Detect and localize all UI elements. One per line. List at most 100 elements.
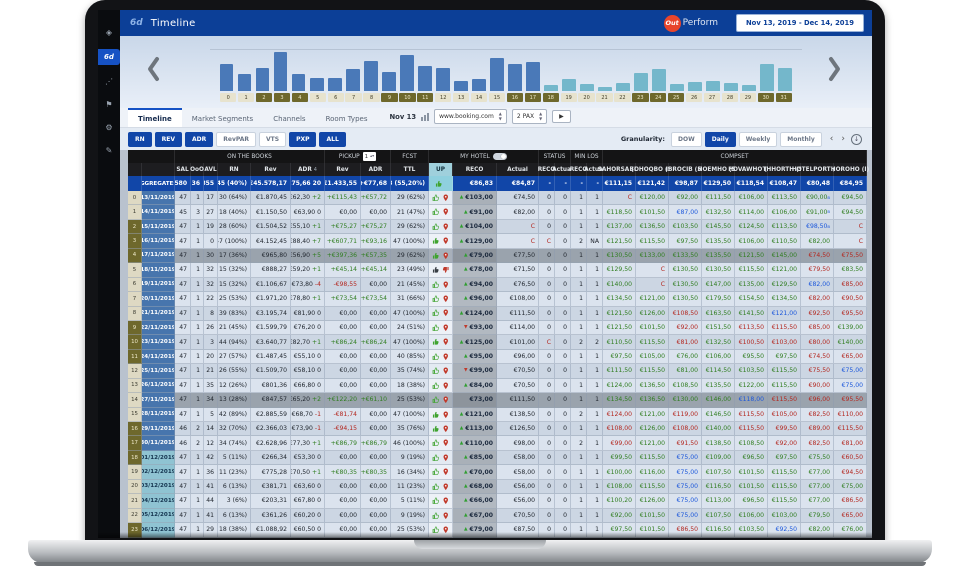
chart-bar-day-19[interactable] [562,78,576,91]
column-header-compset-sahorsa[interactable]: SAHORSA (L) [598,163,640,176]
chart-bar-day-2[interactable] [256,68,270,91]
pax-select[interactable]: 2 PAX ▲ ▼ [511,109,548,124]
column-header-ttl-8[interactable]: TTL [391,163,429,176]
chart-bar-day-15[interactable] [490,57,504,91]
row-feedback-icons[interactable] [429,263,453,278]
thumb-up-icon[interactable] [432,425,440,433]
metric-button-revpar[interactable]: RevPAR [216,131,256,147]
chart-bar-day-13[interactable] [454,81,468,91]
thumb-up-icon[interactable] [432,382,440,390]
chart-bar-day-8[interactable] [364,60,378,91]
row-feedback-icons[interactable] [429,349,453,365]
row-feedback-icons[interactable] [429,393,453,408]
table-next-icon[interactable]: › [841,133,845,144]
column-header-actual-15[interactable]: Actual [584,163,605,176]
table-row[interactable]: 6 19/11/2019 47 1 32 15 (32%) €1.106,67 €73,80-… [128,277,867,293]
pin-icon[interactable] [442,382,450,390]
column-header-up-9[interactable]: UP [429,163,453,176]
column-header-reco-10[interactable]: RECO [453,163,497,176]
pin-icon[interactable] [442,439,450,447]
tab-channels[interactable]: Channels [273,115,306,123]
chart-bar-day-14[interactable] [472,78,486,91]
granularity-button-weekly[interactable]: Weekly [738,131,778,147]
metric-button-all[interactable]: ALL [319,131,346,147]
pin-icon[interactable] [442,223,450,231]
tab-market-segments[interactable]: Market Segments [191,115,254,123]
column-header-adr-5[interactable]: ADR 4 [291,163,325,176]
thumb-up-icon[interactable] [432,338,440,346]
pin-icon[interactable] [442,281,450,289]
pin-icon[interactable] [442,324,450,332]
chart-bar-day-27[interactable] [706,80,720,91]
table-row[interactable]: 11 24/11/2019 47 1 20 27 (57%) €1.487,45 €55,10… [128,349,867,365]
gem-icon[interactable]: ◈ [105,28,113,37]
row-feedback-icons[interactable] [429,436,453,451]
column-header-compset-hovawho[interactable]: HOVAWHO (S) [728,163,774,176]
pin-icon[interactable] [442,353,450,361]
select-spinner-icon[interactable]: ▲ ▼ [539,111,543,121]
pin-icon[interactable] [442,309,450,317]
column-header-rev-6[interactable]: Rev [325,163,361,176]
granularity-button-daily[interactable]: Daily [704,131,736,147]
thumb-up-icon[interactable] [432,266,440,274]
column-header-compset-hoemho[interactable]: HOEMHO (S) [698,163,738,176]
pin-icon[interactable] [442,338,450,346]
chart-bar-day-28[interactable] [724,83,738,91]
date-range-picker[interactable]: Nov 13, 2019 - Dec 14, 2019 [735,14,864,32]
row-feedback-icons[interactable] [429,364,453,379]
table-row[interactable]: 12 25/11/2019 47 1 21 26 (55%) €1.509,70 €58,10… [128,364,867,379]
thumb-up-icon[interactable] [432,411,440,419]
column-header-avl-2[interactable]: AVL [204,163,218,176]
chart-bar-day-1[interactable] [238,74,252,91]
chart-bar-day-20[interactable] [580,84,594,91]
granularity-button-monthly[interactable]: Monthly [780,131,822,147]
thumb-up-icon[interactable] [432,223,440,231]
pin-icon[interactable] [442,208,450,216]
row-feedback-icons[interactable] [429,479,453,495]
column-header-compset-ibrocib[interactable]: IBROCIB (S) [666,163,704,176]
row-feedback-icons[interactable] [429,450,453,466]
column-header-adr-7[interactable]: ADR [361,163,391,176]
tab-timeline[interactable]: Timeline [128,108,182,127]
row-feedback-icons[interactable] [429,277,453,293]
metric-button-vts[interactable]: VTS [259,131,287,147]
metric-button-pxp[interactable]: PXP [289,131,317,147]
chart-bar-day-12[interactable] [436,68,450,91]
row-feedback-icons[interactable] [429,248,453,264]
row-feedback-icons[interactable] [429,335,453,350]
table-row[interactable]: 20 03/12/2019 47 1 41 6 (13%) €381,71 €63,60 0 €0… [128,479,867,495]
chart-bar-day-23[interactable] [634,72,648,91]
booking-site-select[interactable]: www.booking.com ▲ ▼ [434,109,507,124]
table-row[interactable]: 9 22/11/2019 47 1 26 21 (45%) €1.599,79 €76,20 0… [128,320,867,336]
column-header-compset-hotelport[interactable]: HOTELPORT (S) [792,163,842,176]
thumb-down-icon[interactable] [442,266,450,274]
chart-bar-day-7[interactable] [346,69,360,91]
pin-icon[interactable] [442,526,450,534]
granularity-button-dow[interactable]: DOW [671,131,702,147]
table-row[interactable]: 13 26/11/2019 47 1 35 12 (26%) €801,36 €66,80 0 €… [128,378,867,394]
table-row[interactable]: 1 14/11/2019 45 3 27 18 (40%) €1.150,50 €63,90 0… [128,205,867,220]
row-feedback-icons[interactable] [429,292,453,307]
thumb-up-icon[interactable] [432,353,440,361]
table-row[interactable]: 16 29/11/2019 46 2 14 32 (70%) €2.366,03 €73,90… [128,422,867,437]
pin-icon[interactable] [442,454,450,462]
chart-bar-day-30[interactable] [760,64,774,91]
pin-icon[interactable] [442,425,450,433]
download-icon[interactable]: ↓ [851,133,862,145]
thumb-up-icon[interactable] [432,309,440,317]
chart-next-button[interactable] [828,56,842,82]
app-6d-icon[interactable]: 6d [98,49,120,65]
thumb-up-icon[interactable] [432,237,440,245]
thumb-up-icon[interactable] [432,454,440,462]
row-feedback-icons[interactable] [429,234,453,249]
row-feedback-icons[interactable] [429,191,453,206]
chart-bar-day-24[interactable] [652,69,666,91]
chart-bar-day-0[interactable] [220,64,234,91]
column-header-actual-13[interactable]: Actual [552,163,573,176]
row-feedback-icons[interactable] [429,219,453,235]
pin-icon[interactable] [442,295,450,303]
column-header-compset-horoho[interactable]: HOROHO (I) [831,163,869,176]
